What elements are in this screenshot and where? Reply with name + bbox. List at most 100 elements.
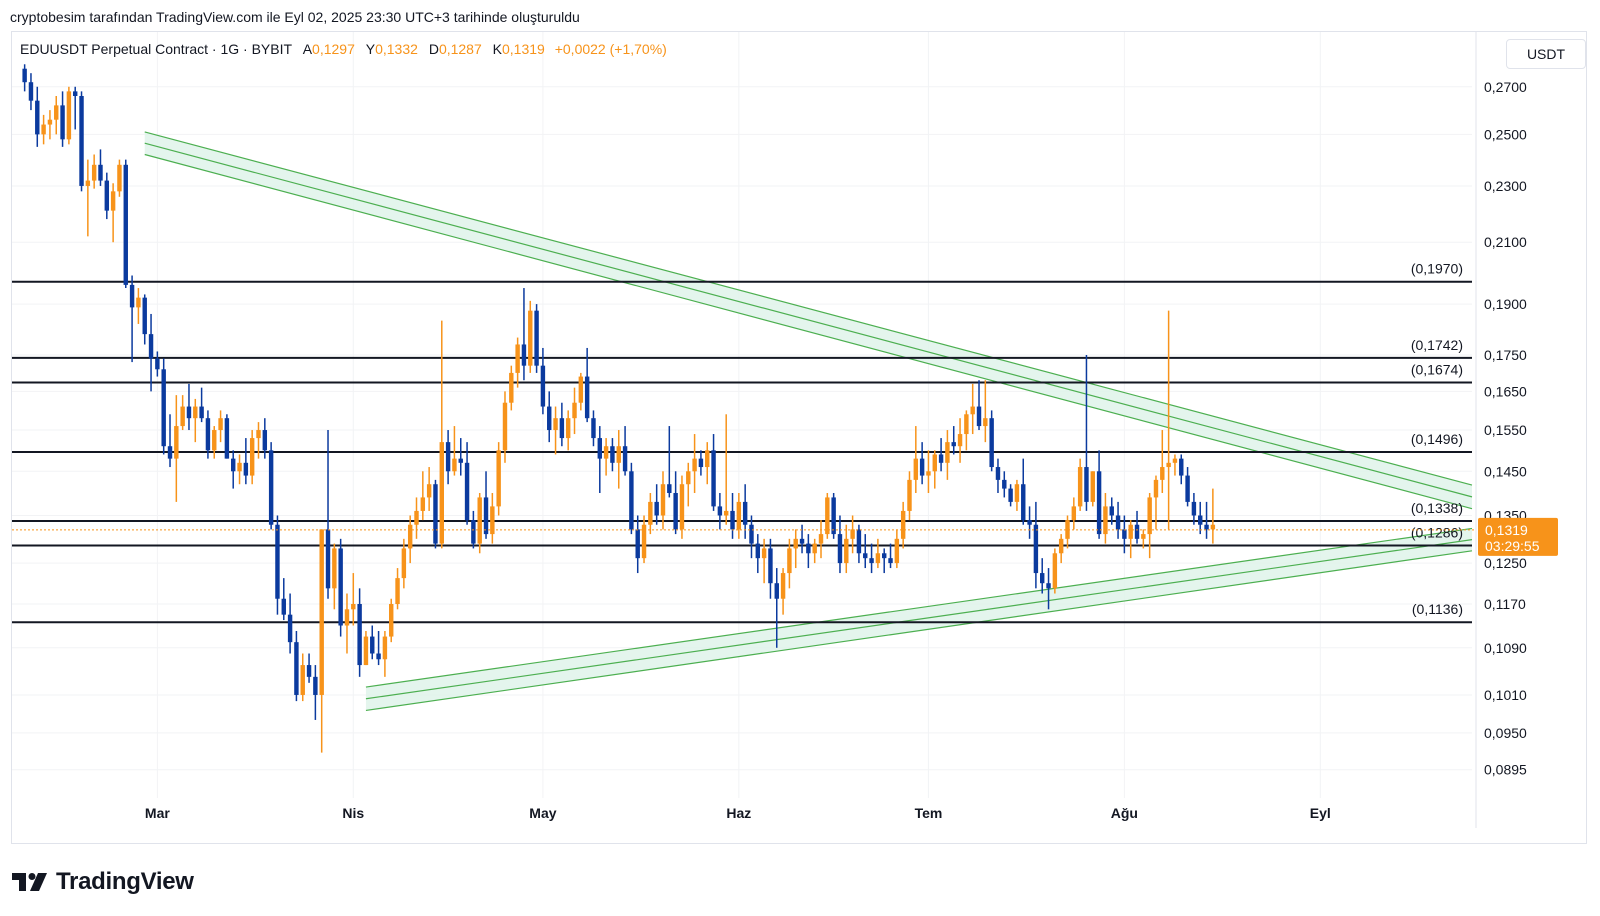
candle xyxy=(730,492,735,539)
candle xyxy=(1191,492,1197,525)
candle-body xyxy=(382,636,388,660)
candle-body xyxy=(35,100,40,135)
candle-body xyxy=(1071,506,1077,521)
candle xyxy=(515,337,520,388)
candle-body xyxy=(98,164,103,181)
candle xyxy=(1134,510,1140,544)
candle xyxy=(104,172,110,220)
chart-caption: cryptobesim tarafından TradingView.com i… xyxy=(10,9,580,25)
candle xyxy=(129,275,135,363)
symbol-legend[interactable]: EDUUSDT Perpetual Contract · 1G · BYBIT … xyxy=(20,41,667,57)
candle-body xyxy=(1160,467,1165,480)
candle-body xyxy=(742,501,748,525)
candle xyxy=(1033,501,1039,589)
chart-frame[interactable] xyxy=(11,31,1587,844)
candle-body xyxy=(983,418,988,427)
candle xyxy=(344,593,350,654)
candle-body xyxy=(799,538,805,544)
candle xyxy=(407,515,413,564)
y-tick-label: 0,2700 xyxy=(1484,79,1527,95)
candle-body xyxy=(281,598,286,615)
candle-body xyxy=(136,297,141,308)
candle xyxy=(300,653,305,702)
candle xyxy=(761,538,767,584)
candle xyxy=(705,442,710,485)
candle xyxy=(1160,430,1165,493)
candle xyxy=(1172,454,1178,476)
candle-body xyxy=(439,442,444,544)
candle-body xyxy=(1134,524,1140,539)
y-tick-label: 0,1170 xyxy=(1484,596,1526,612)
candle-body xyxy=(167,446,173,459)
y-tick-label: 0,2300 xyxy=(1484,178,1527,194)
candle-body xyxy=(774,583,779,599)
candle xyxy=(926,450,931,493)
candle xyxy=(477,492,482,554)
tradingview-logo-icon xyxy=(12,873,47,891)
candle xyxy=(578,372,584,411)
y-tick-label: 0,1900 xyxy=(1484,296,1527,312)
candle xyxy=(553,406,558,455)
candle xyxy=(464,442,470,525)
candle-body xyxy=(104,180,110,211)
candle xyxy=(938,438,944,472)
candle xyxy=(268,442,274,530)
candle xyxy=(212,426,217,459)
channel-mid-line-lower xyxy=(365,539,1473,700)
candle xyxy=(787,538,792,589)
channel-mid-line-upper xyxy=(144,142,1473,498)
candle-body xyxy=(1153,479,1159,498)
candle xyxy=(1147,492,1152,559)
currency-selector[interactable]: USDT xyxy=(1506,39,1586,69)
candle-body xyxy=(262,430,268,451)
candle xyxy=(894,529,900,569)
candle xyxy=(565,410,571,451)
candle-body xyxy=(780,573,786,599)
low-key: D xyxy=(428,41,439,57)
candle-body xyxy=(919,458,925,476)
candle xyxy=(1103,492,1108,544)
candle xyxy=(205,410,211,459)
candle-body xyxy=(357,603,362,666)
candle-body xyxy=(521,344,527,366)
candle-body xyxy=(1185,475,1190,502)
candle-body xyxy=(888,558,893,564)
candle xyxy=(648,492,653,535)
candle-body xyxy=(540,365,546,407)
candle-body xyxy=(1179,458,1184,476)
candle xyxy=(60,91,65,147)
candle-body xyxy=(610,446,615,463)
candle-body xyxy=(243,462,249,476)
candle-body xyxy=(1122,529,1127,539)
candle-body xyxy=(212,430,217,451)
candle xyxy=(136,288,141,324)
candle xyxy=(287,593,293,654)
candle-body xyxy=(319,529,324,695)
candle-body xyxy=(47,119,53,125)
candle-body xyxy=(686,471,691,485)
candle-body xyxy=(72,91,78,97)
candle xyxy=(66,86,72,145)
level-label: (0,1338) xyxy=(1411,500,1463,516)
level-label: (0,1136) xyxy=(1412,601,1463,617)
candle-body xyxy=(1172,458,1178,463)
candle xyxy=(603,438,609,476)
candle-body xyxy=(635,529,640,559)
candle-body xyxy=(565,418,571,439)
candle-body xyxy=(66,91,72,140)
x-tick-label: Haz xyxy=(726,805,751,821)
candle-body xyxy=(850,529,855,539)
candle-body xyxy=(648,501,653,525)
candle xyxy=(572,387,577,435)
candle xyxy=(496,442,501,516)
candle xyxy=(1198,501,1203,535)
candle xyxy=(1058,534,1064,564)
candle xyxy=(281,578,286,621)
candle xyxy=(679,475,685,539)
candle xyxy=(35,86,40,147)
candle xyxy=(167,414,173,468)
candle xyxy=(445,430,451,485)
candle-body xyxy=(711,450,716,507)
candle-body xyxy=(502,402,508,451)
